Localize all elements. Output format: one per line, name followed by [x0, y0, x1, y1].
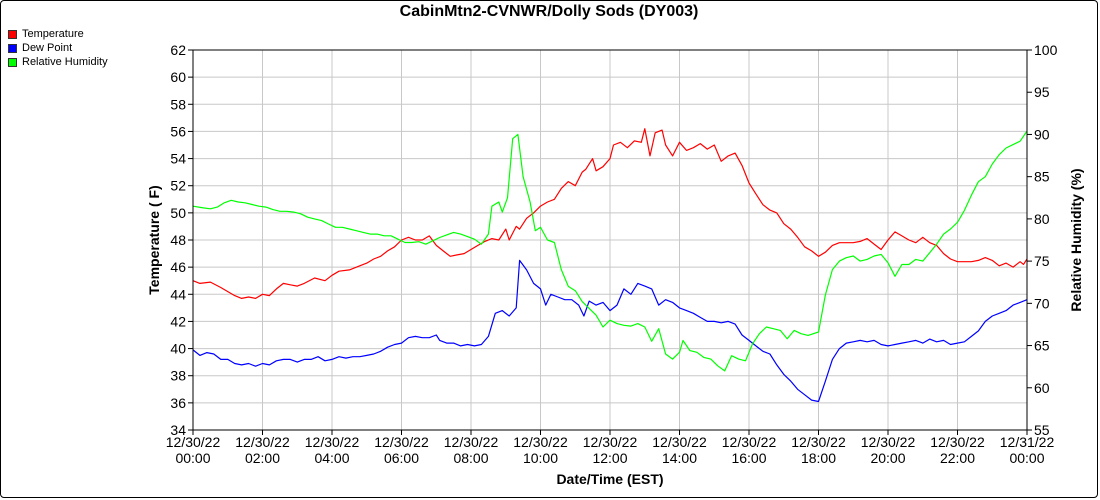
series-line-dew-point: [192, 259, 1028, 403]
x-tick-time-label: 06:00: [384, 450, 419, 466]
legend-item-dew-point: Dew Point: [8, 41, 108, 55]
x-tick-time-label: 10:00: [523, 450, 558, 466]
y2-tick-label: 90: [1034, 126, 1050, 142]
y-tick-label: 44: [170, 286, 186, 302]
legend: Temperature Dew Point Relative Humidity: [8, 27, 108, 69]
y-axis-title: Temperature ( F): [146, 185, 162, 294]
y-axis-ticks: 34 36 38 40 42 44 46 48 50 52 54 56 58 60 62: [170, 42, 193, 438]
legend-label-temperature: Temperature: [22, 28, 84, 40]
x-tick-date-label: 12/30/22: [583, 434, 638, 450]
x-tick-date-label: 12/30/22: [513, 434, 568, 450]
y-tick-label: 50: [170, 205, 186, 221]
legend-label-relative-humidity: Relative Humidity: [22, 56, 108, 68]
x-tick-date-label: 12/30/22: [791, 434, 846, 450]
y-tick-label: 42: [170, 313, 186, 329]
legend-item-temperature: Temperature: [8, 27, 108, 41]
y2-tick-label: 55: [1034, 422, 1050, 438]
x-tick-date-label: 12/30/22: [652, 434, 707, 450]
legend-swatch-relative-humidity: [8, 57, 17, 67]
y2-tick-label: 60: [1034, 380, 1050, 396]
legend-swatch-dew-point: [8, 43, 17, 53]
y2-axis-title: Relative Humidity (%): [1068, 168, 1084, 311]
legend-label-dew-point: Dew Point: [22, 42, 73, 54]
legend-item-relative-humidity: Relative Humidity: [8, 55, 108, 69]
y2-axis-ticks: 55 60 65 70 75 80 85 90 95 100: [1027, 42, 1058, 438]
x-tick-time-label: 14:00: [662, 450, 697, 466]
legend-swatch-temperature: [8, 29, 17, 39]
y-tick-label: 52: [170, 178, 186, 194]
x-tick-date-label: 12/30/22: [166, 434, 221, 450]
y-tick-label: 34: [170, 422, 186, 438]
x-tick-date-label: 12/30/22: [305, 434, 360, 450]
x-axis-title: Date/Time (EST): [556, 471, 663, 487]
series-layer: [192, 128, 1028, 403]
y2-tick-label: 70: [1034, 295, 1050, 311]
x-tick-date-label: 12/30/22: [444, 434, 499, 450]
y-tick-label: 60: [170, 69, 186, 85]
x-axis-ticks: 12/30/2200:0012/30/2202:0012/30/2204:001…: [166, 430, 1055, 466]
x-tick-date-label: 12/31/22: [1000, 434, 1055, 450]
grid-lines: [192, 49, 1028, 431]
chart-title: CabinMtn2-CVNWR/Dolly Sods (DY003): [399, 3, 699, 20]
x-tick-time-label: 22:00: [940, 450, 975, 466]
x-tick-time-label: 12:00: [592, 450, 627, 466]
series-line-relative-humidity: [192, 130, 1028, 372]
y2-tick-label: 80: [1034, 211, 1050, 227]
y2-tick-label: 85: [1034, 169, 1050, 185]
x-tick-time-label: 00:00: [175, 450, 210, 466]
y-tick-label: 56: [170, 123, 186, 139]
x-tick-time-label: 04:00: [314, 450, 349, 466]
x-tick-date-label: 12/30/22: [235, 434, 290, 450]
y-tick-label: 36: [170, 395, 186, 411]
y2-tick-label: 65: [1034, 338, 1050, 354]
series-line-temperature: [192, 128, 1028, 299]
y-tick-label: 46: [170, 259, 186, 275]
x-tick-time-label: 08:00: [453, 450, 488, 466]
x-tick-time-label: 18:00: [801, 450, 836, 466]
x-tick-date-label: 12/30/22: [374, 434, 429, 450]
x-tick-date-label: 12/30/22: [930, 434, 985, 450]
y-tick-label: 58: [170, 96, 186, 112]
x-tick-date-label: 12/30/22: [861, 434, 916, 450]
x-tick-time-label: 02:00: [245, 450, 280, 466]
y-tick-label: 40: [170, 341, 186, 357]
y-tick-label: 38: [170, 368, 186, 384]
x-tick-time-label: 00:00: [1009, 450, 1044, 466]
y-tick-label: 54: [170, 151, 186, 167]
y2-tick-label: 95: [1034, 84, 1050, 100]
y-tick-label: 62: [170, 42, 186, 58]
y2-tick-label: 75: [1034, 253, 1050, 269]
y2-tick-label: 100: [1034, 42, 1058, 58]
x-tick-time-label: 20:00: [870, 450, 905, 466]
x-tick-time-label: 16:00: [731, 450, 766, 466]
y-tick-label: 48: [170, 232, 186, 248]
x-tick-date-label: 12/30/22: [722, 434, 777, 450]
